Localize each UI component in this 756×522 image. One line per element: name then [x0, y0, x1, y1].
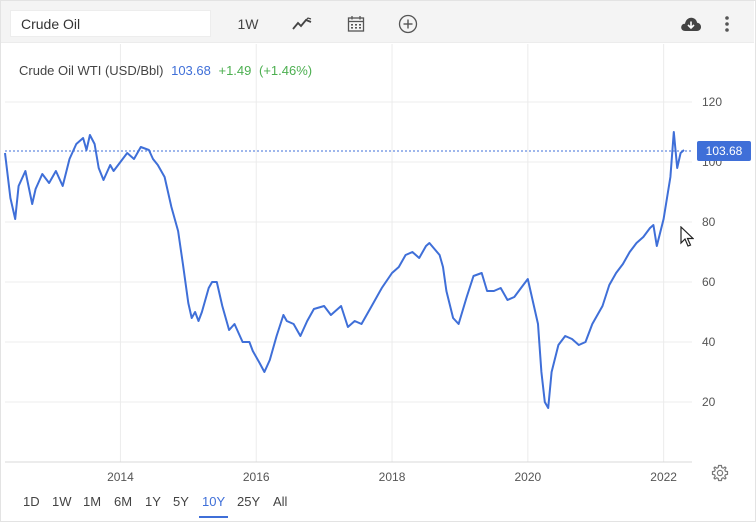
price-series-line [4, 131, 685, 409]
more-vertical-icon[interactable] [715, 10, 739, 37]
plus-circle-icon[interactable] [393, 10, 423, 37]
y-tick-label: 60 [702, 275, 716, 289]
last-price: 103.68 [171, 63, 211, 78]
x-tick-label: 2018 [379, 470, 406, 484]
chart-toolbar: 1W [1, 1, 754, 43]
x-tick-label: 2014 [107, 470, 134, 484]
range-button-5y[interactable]: 5Y [173, 494, 189, 509]
range-button-1m[interactable]: 1M [83, 494, 102, 509]
y-tick-label: 20 [702, 395, 716, 409]
range-button-1w[interactable]: 1W [52, 494, 72, 509]
instrument-name: Crude Oil WTI (USD/Bbl) [19, 63, 163, 78]
gear-icon[interactable] [710, 463, 730, 483]
y-tick-label: 40 [702, 335, 716, 349]
time-range-bar: 1D 1W 1M 6M 1Y 5Y 10Y 25Y All [0, 486, 756, 520]
y-tick-label: 80 [702, 215, 716, 229]
range-button-1d[interactable]: 1D [23, 494, 40, 509]
price-tag-label: 103.68 [706, 144, 743, 158]
mouse-cursor-icon [680, 226, 694, 247]
symbol-search-input[interactable] [10, 10, 211, 37]
calendar-icon[interactable] [341, 10, 371, 37]
range-button-1y[interactable]: 1Y [145, 494, 161, 509]
y-tick-label: 120 [702, 95, 722, 109]
price-change: +1.49 [218, 63, 251, 78]
line-chart-icon[interactable] [287, 10, 317, 37]
x-axis: 2014 2016 2018 2020 2022 [107, 470, 677, 484]
price-tag: 103.68 [697, 140, 751, 161]
x-tick-label: 2020 [514, 470, 541, 484]
range-button-all[interactable]: All [273, 494, 288, 509]
x-tick-label: 2022 [650, 470, 677, 484]
x-tick-label: 2016 [243, 470, 270, 484]
range-button-25y[interactable]: 25Y [237, 494, 261, 509]
quote-header: Crude Oil WTI (USD/Bbl) 103.68 +1.49 (+1… [19, 63, 312, 78]
price-tag-bg [697, 140, 751, 161]
svg-text:Crude Oil WTI (USD/Bbl): Crude Oil WTI (USD/Bbl) 103.68 +1.49 (+1… [19, 63, 312, 78]
chart-gridlines [5, 44, 692, 462]
cloud-download-icon[interactable] [677, 10, 705, 37]
interval-selector[interactable]: 1W [237, 15, 259, 32]
price-change-percent: (+1.46%) [259, 63, 312, 78]
range-button-6m[interactable]: 6M [114, 494, 133, 509]
range-button-10y[interactable]: 10Y [199, 494, 229, 518]
